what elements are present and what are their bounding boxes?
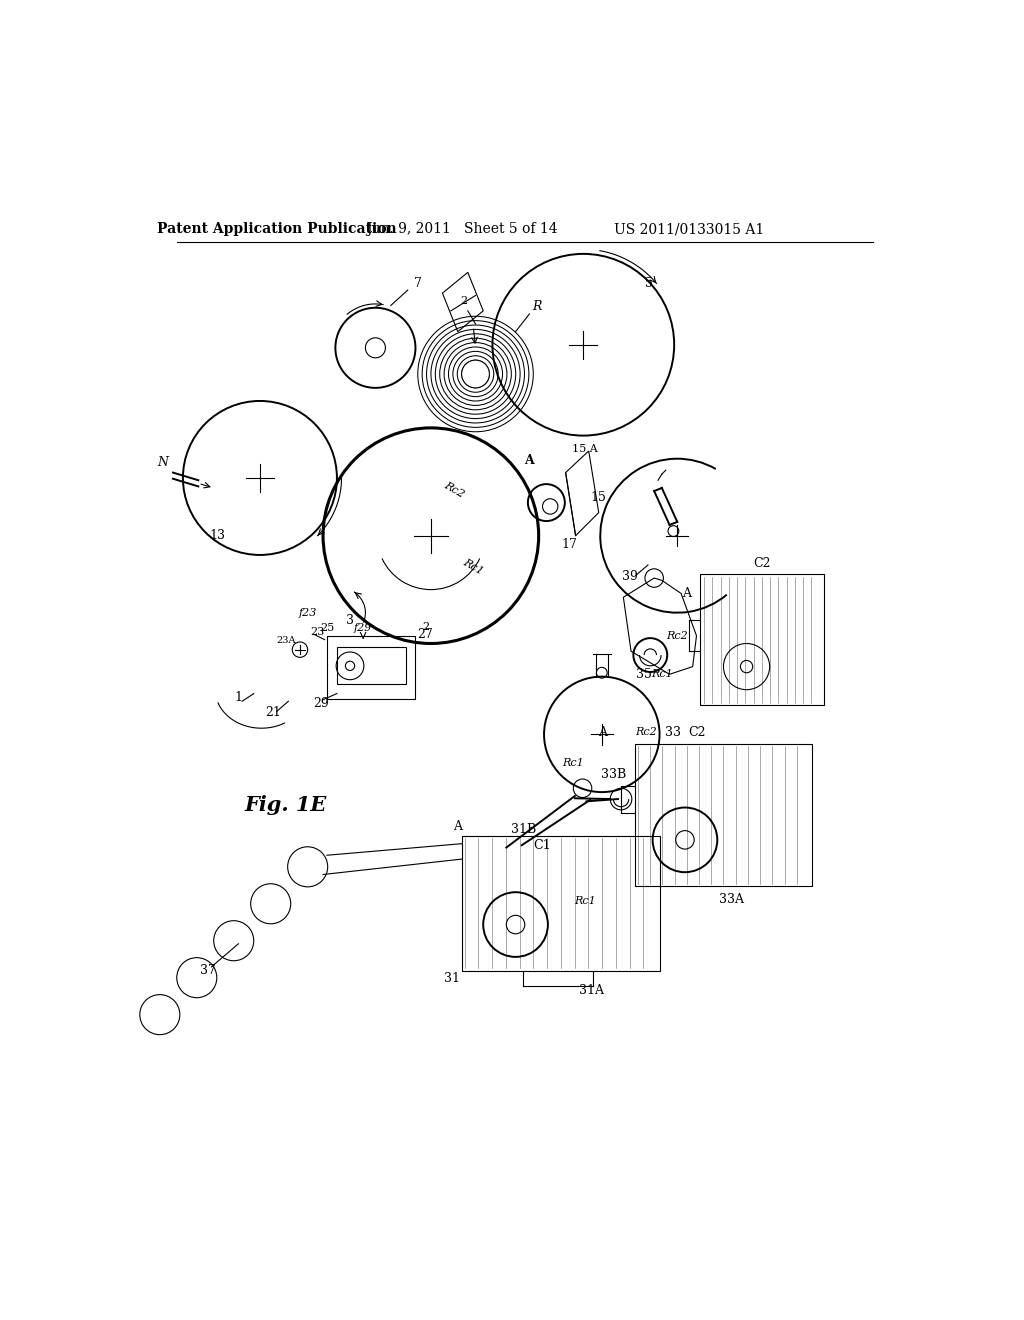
Text: 33A: 33A	[719, 894, 743, 907]
Text: 15 A: 15 A	[572, 445, 598, 454]
Text: f29: f29	[354, 623, 373, 634]
Text: Rc2: Rc2	[636, 727, 657, 737]
Text: 27: 27	[417, 628, 432, 640]
Text: US 2011/0133015 A1: US 2011/0133015 A1	[613, 222, 764, 236]
Text: C2: C2	[688, 726, 706, 739]
Text: 29: 29	[313, 697, 329, 710]
Text: 2: 2	[422, 622, 429, 631]
Bar	[327, 636, 416, 700]
Text: Fig. 1E: Fig. 1E	[245, 795, 327, 816]
Text: 25: 25	[319, 623, 334, 634]
Text: Rc1: Rc1	[651, 669, 673, 680]
Text: 17: 17	[561, 539, 578, 552]
Text: A: A	[454, 820, 462, 833]
Circle shape	[462, 360, 489, 388]
Text: 39: 39	[622, 570, 638, 583]
Text: 23: 23	[310, 627, 324, 638]
Bar	[635, 743, 812, 886]
Text: 2: 2	[461, 296, 468, 306]
Text: Rc1: Rc1	[562, 758, 584, 768]
Text: A: A	[524, 454, 535, 467]
Text: 13: 13	[210, 529, 225, 543]
Text: Rc1: Rc1	[461, 557, 485, 577]
Text: Patent Application Publication: Patent Application Publication	[157, 222, 396, 236]
Text: C1: C1	[534, 838, 551, 851]
Bar	[462, 836, 660, 970]
Bar	[700, 574, 823, 705]
Text: N: N	[158, 455, 168, 469]
Text: f23: f23	[298, 607, 316, 618]
Text: 31A: 31A	[580, 983, 604, 997]
Bar	[337, 647, 407, 684]
Text: Rc2: Rc2	[442, 479, 466, 499]
Text: 23A: 23A	[276, 636, 296, 645]
Text: 7: 7	[414, 277, 422, 290]
Text: 21: 21	[265, 706, 281, 719]
Text: Rc1: Rc1	[574, 896, 596, 907]
Text: 31: 31	[444, 972, 461, 985]
Text: 33: 33	[666, 726, 681, 739]
Text: 33B: 33B	[601, 768, 626, 781]
Text: Rc2: Rc2	[667, 631, 688, 640]
Text: 31B: 31B	[511, 824, 536, 837]
Text: A: A	[682, 587, 691, 601]
Text: R: R	[532, 300, 542, 313]
Text: Jun. 9, 2011   Sheet 5 of 14: Jun. 9, 2011 Sheet 5 of 14	[366, 222, 557, 236]
Text: 35: 35	[636, 668, 652, 681]
Text: 15: 15	[591, 491, 606, 504]
Text: 1: 1	[234, 690, 243, 704]
Text: 5: 5	[645, 277, 652, 289]
Text: A: A	[598, 726, 607, 739]
Text: 3: 3	[346, 614, 354, 627]
Text: 37: 37	[200, 964, 215, 977]
Text: C2: C2	[754, 557, 771, 570]
